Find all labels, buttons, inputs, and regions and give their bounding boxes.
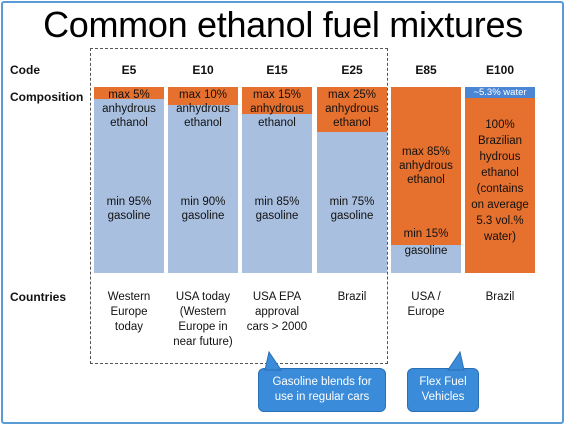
ethanol-detail-line: 5.3 vol.% — [476, 215, 524, 227]
callout-pointer — [264, 350, 282, 371]
ethanol-segment — [242, 87, 312, 114]
countries-e100: Brazil — [461, 290, 539, 305]
callout-pointer — [447, 350, 465, 371]
composition-bar-e100: ~5.3% water 100% Brazilian hydrous ethanol (c… — [465, 87, 535, 273]
ethanol-detail-line: anhydrous — [325, 103, 379, 115]
ethanol-detail-line: ethanol — [110, 117, 148, 129]
gasoline-blends-callout: Gasoline blends for use in regular cars — [258, 350, 386, 412]
ethanol-detail-line: ethanol — [184, 117, 222, 129]
ethanol-detail-line: water) — [484, 231, 516, 243]
ethanol-label: 100% Brazilian hydrous ethanol (contains on a… — [465, 117, 535, 245]
ethanol-label: max 25% anhydrous ethanol — [317, 88, 387, 130]
country-line: Brazil — [485, 291, 515, 303]
country-line: Europe in — [178, 321, 228, 333]
composition-bar-e5: max 5% anhydrous ethanol min 95% gasoline — [94, 87, 164, 273]
gasoline-line: min 95% — [106, 196, 152, 208]
country-line: Europe — [110, 306, 148, 318]
gasoline-line: min 85% — [254, 196, 300, 208]
flex-fuel-callout: Flex Fuel Vehicles — [407, 350, 479, 412]
countries-e15: USA EPA approval cars > 2000 — [238, 290, 316, 335]
ethanol-max-text: max 10% — [179, 89, 227, 101]
country-line: USA / — [411, 291, 441, 303]
country-line: near future) — [173, 336, 233, 348]
code-e15: E15 — [266, 63, 288, 77]
ethanol-detail-line: anhydrous — [399, 160, 453, 172]
gasoline-label: min 85% gasoline — [242, 195, 312, 223]
gasoline-label: min 90% gasoline — [168, 195, 238, 223]
composition-bar-e25: max 25% anhydrous ethanol min 75% gasoline — [317, 87, 387, 273]
ethanol-label: max 85% anhydrous ethanol — [391, 145, 461, 187]
gasoline-line: gasoline — [107, 210, 151, 222]
code-e25: E25 — [341, 63, 363, 77]
country-line: Western — [107, 291, 151, 303]
code-e85: E85 — [415, 63, 437, 77]
countries-e10: USA today (Western Europe in near future) — [164, 290, 242, 350]
code-e5: E5 — [121, 63, 137, 77]
ethanol-max-text: max 85% — [402, 146, 450, 158]
ethanol-detail-line: hydrous — [479, 151, 521, 163]
gasoline-line: min 75% — [329, 196, 375, 208]
gasoline-blends-line-2: use in regular cars — [274, 391, 370, 403]
composition-bar-e85: max 85% anhydrous ethanol min 15% gasoline — [391, 87, 461, 273]
row-label-code: Code — [10, 63, 40, 77]
ethanol-detail-line: on average — [471, 199, 529, 211]
ethanol-detail-line: anhydrous — [250, 103, 304, 115]
gasoline-line: gasoline — [181, 210, 225, 222]
ethanol-label: max 10% anhydrous ethanol — [168, 88, 238, 130]
country-line: Brazil — [337, 291, 367, 303]
composition-bar-e15: max 15% anhydrous ethanol min 85% gasoline — [242, 87, 312, 273]
ethanol-detail-line: ethanol — [407, 174, 445, 186]
country-line: cars > 2000 — [246, 321, 308, 333]
ethanol-detail-line: ethanol — [481, 167, 519, 179]
ethanol-detail-line: anhydrous — [102, 103, 156, 115]
water-segment: ~5.3% water — [465, 87, 535, 98]
countries-e85: USA / Europe — [387, 290, 465, 320]
gasoline-label: min 15% gasoline — [391, 227, 461, 261]
flex-fuel-line-2: Vehicles — [421, 391, 465, 403]
ethanol-detail-line: ethanol — [258, 117, 296, 129]
composition-bar-e10: max 10% anhydrous ethanol min 90% gasoline — [168, 87, 238, 273]
ethanol-detail-line: anhydrous — [176, 103, 230, 115]
gasoline-label: min 95% gasoline — [94, 195, 164, 223]
ethanol-label: max 15% anhydrous ethanol — [242, 88, 312, 130]
country-line: approval — [254, 306, 300, 318]
gasoline-label: min 75% gasoline — [317, 195, 387, 223]
gasoline-line: min 15% — [403, 228, 449, 240]
slide-title: Common ethanol fuel mixtures — [43, 4, 523, 45]
country-line: USA today — [175, 291, 231, 303]
ethanol-label: max 5% anhydrous ethanol — [94, 88, 164, 130]
code-e100: E100 — [485, 63, 515, 77]
country-line: (Western — [179, 306, 227, 318]
gasoline-line: min 90% — [180, 196, 226, 208]
ethanol-detail-line: ethanol — [333, 117, 371, 129]
gasoline-blends-line-1: Gasoline blends for — [272, 376, 372, 388]
ethanol-max-text: max 25% — [328, 89, 376, 101]
ethanol-detail-line: (contains — [476, 183, 524, 195]
row-label-countries: Countries — [10, 290, 67, 304]
ethanol-segment — [94, 87, 164, 99]
countries-e25: Brazil — [313, 290, 391, 305]
row-label-composition: Composition — [10, 90, 84, 104]
ethanol-max-text: max 5% — [108, 89, 150, 101]
ethanol-detail-line: Brazilian — [477, 135, 523, 147]
code-e10: E10 — [192, 63, 214, 77]
country-line: today — [114, 321, 144, 333]
ethanol-segment — [391, 87, 461, 245]
ethanol-detail-line: 100% — [485, 119, 515, 131]
ethanol-segment — [317, 87, 387, 132]
country-line: USA EPA — [252, 291, 302, 303]
gasoline-blends-group-outline — [90, 48, 388, 364]
gasoline-line: gasoline — [330, 210, 374, 222]
gasoline-line: gasoline — [404, 245, 448, 257]
gasoline-line: gasoline — [255, 210, 299, 222]
flex-fuel-line-1: Flex Fuel — [419, 376, 467, 388]
countries-e5: Western Europe today — [90, 290, 168, 335]
ethanol-segment — [168, 87, 238, 105]
ethanol-max-text: max 15% — [253, 89, 301, 101]
country-line: Europe — [407, 306, 445, 318]
